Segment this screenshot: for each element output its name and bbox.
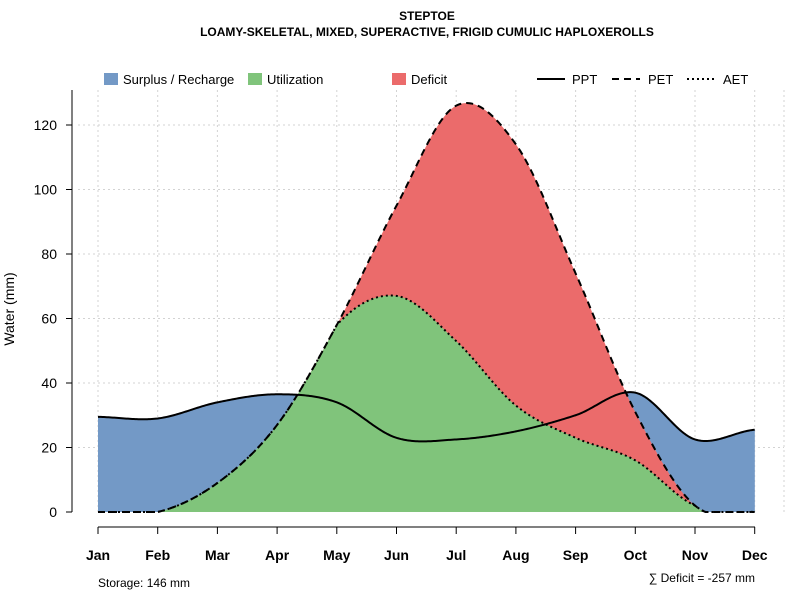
y-tick-label: 100 <box>34 182 58 198</box>
x-tick-label-oct: Oct <box>624 547 648 563</box>
legend-swatch-deficit <box>392 73 406 85</box>
series-lines <box>97 102 755 513</box>
y-tick-label: 60 <box>41 311 57 327</box>
x-tick-label-jan: Jan <box>86 547 110 563</box>
axes <box>71 90 755 528</box>
x-tick-label-apr: Apr <box>265 547 290 563</box>
legend-label-surplus: Surplus / Recharge <box>123 72 234 87</box>
y-tick-label: 120 <box>34 117 58 133</box>
x-tick-label-nov: Nov <box>682 547 709 563</box>
y-tick-label: 40 <box>41 375 57 391</box>
x-tick-label-aug: Aug <box>502 547 529 563</box>
line-aet <box>98 294 755 513</box>
y-tick-label: 20 <box>41 440 57 456</box>
x-ticks: Jan Feb Mar Apr May Jun Jul Aug Sep Oct Nov Dec <box>86 527 768 563</box>
y-ticks: 0 20 40 60 80 100 120 <box>34 117 72 520</box>
chart-subtitle: LOAMY-SKELETAL, MIXED, SUPERACTIVE, FRIG… <box>200 25 654 39</box>
legend-label-pet: PET <box>648 72 673 87</box>
legend-label-deficit: Deficit <box>411 72 448 87</box>
x-tick-label-may: May <box>323 547 350 563</box>
y-tick-label: 80 <box>41 246 57 262</box>
area-utilization <box>98 295 755 512</box>
deficit-note: ∑ Deficit = -257 mm <box>649 571 755 585</box>
water-areas <box>98 103 755 513</box>
legend-swatch-surplus <box>104 73 118 85</box>
x-tick-label-jun: Jun <box>384 547 409 563</box>
legend: Surplus / Recharge Utilization Deficit P… <box>104 72 748 87</box>
line-ppt <box>97 391 755 443</box>
x-tick-label-mar: Mar <box>205 547 230 563</box>
line-pet <box>98 102 755 513</box>
chart-title: STEPTOE <box>399 9 455 23</box>
x-tick-label-feb: Feb <box>145 547 170 563</box>
x-tick-label-jul: Jul <box>446 547 466 563</box>
y-tick-label: 0 <box>49 504 57 520</box>
legend-label-utilization: Utilization <box>267 72 323 87</box>
x-tick-label-dec: Dec <box>742 547 768 563</box>
x-tick-label-sep: Sep <box>563 547 589 563</box>
area-surplus-overlay <box>98 103 755 513</box>
area-deficit <box>98 103 755 513</box>
legend-label-aet: AET <box>723 72 748 87</box>
legend-label-ppt: PPT <box>572 72 597 87</box>
storage-note: Storage: 146 mm <box>98 576 190 590</box>
y-axis-label: Water (mm) <box>1 272 17 345</box>
legend-swatch-utilization <box>248 73 262 85</box>
